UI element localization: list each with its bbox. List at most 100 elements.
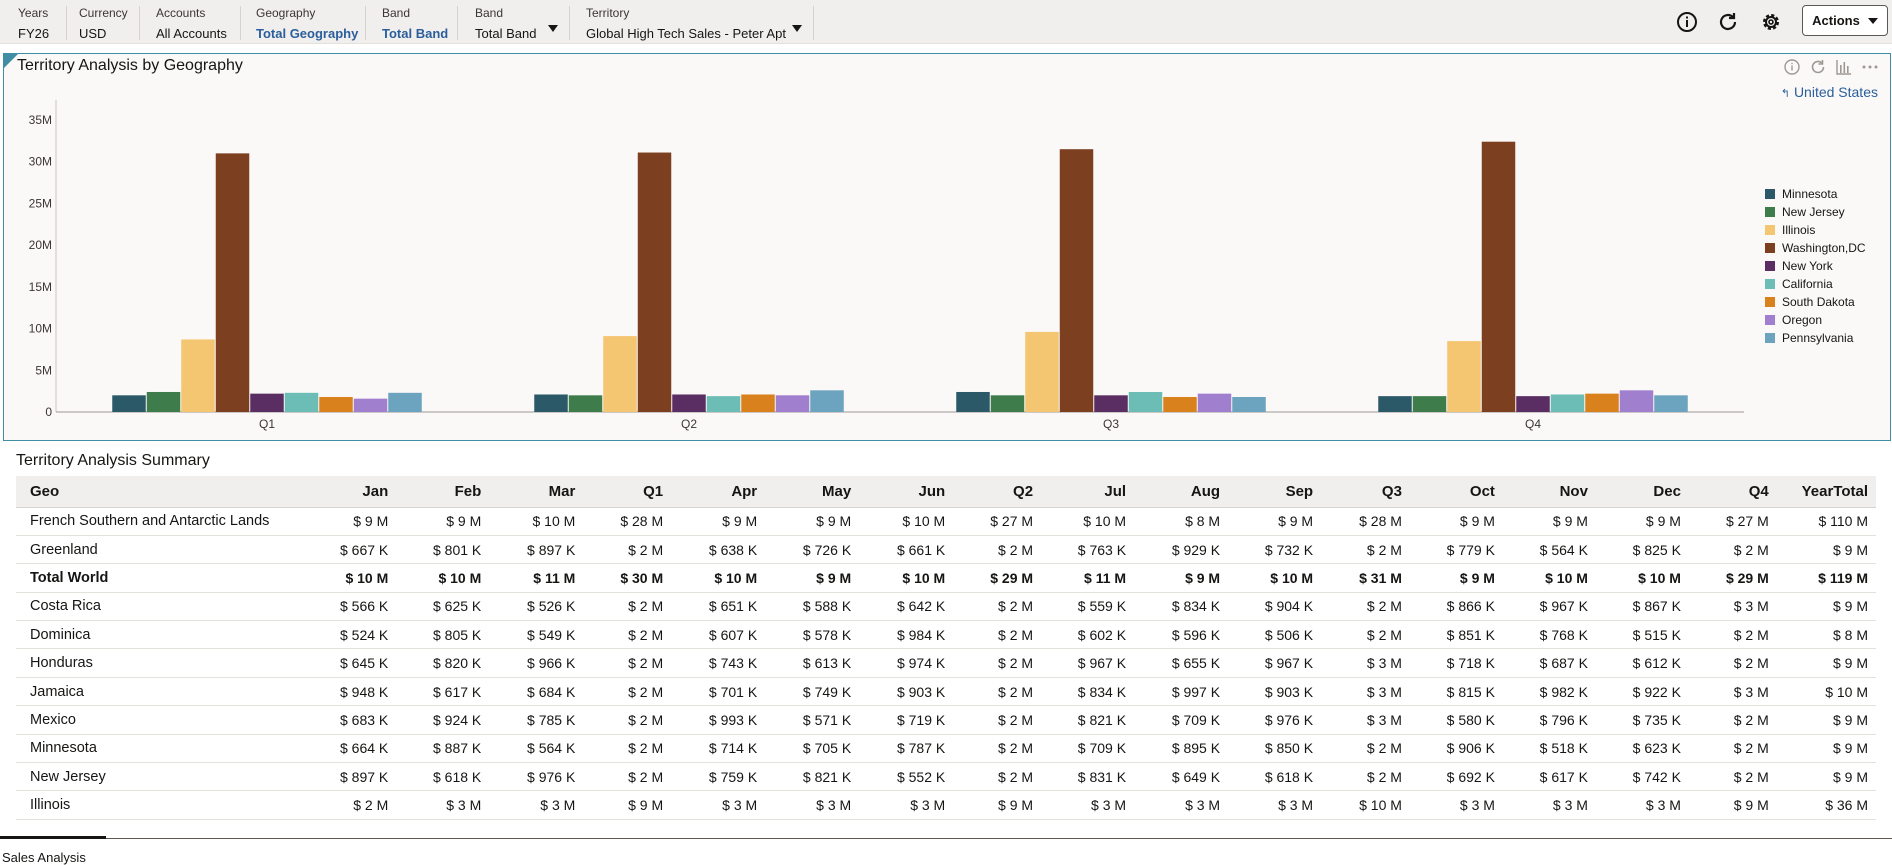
data-cell[interactable]: $ 815 K bbox=[1409, 677, 1503, 707]
data-cell[interactable]: $ 552 K bbox=[859, 762, 954, 792]
data-cell[interactable]: $ 966 K bbox=[489, 648, 584, 678]
data-cell[interactable]: $ 929 K bbox=[1134, 535, 1229, 565]
data-cell[interactable]: $ 9 M bbox=[1688, 790, 1777, 820]
data-cell[interactable]: $ 612 K bbox=[1595, 648, 1689, 678]
data-cell[interactable]: $ 3 M bbox=[1134, 790, 1229, 820]
data-cell[interactable]: $ 924 K bbox=[396, 705, 490, 735]
data-cell[interactable]: $ 9 M bbox=[765, 507, 860, 536]
column-header-oct[interactable]: Oct bbox=[1409, 476, 1503, 508]
data-cell[interactable]: $ 10 M bbox=[671, 563, 766, 593]
data-cell[interactable]: $ 9 M bbox=[583, 790, 672, 820]
data-cell[interactable]: $ 2 M bbox=[953, 648, 1042, 678]
data-cell[interactable]: $ 3 M bbox=[1595, 790, 1689, 820]
data-cell[interactable]: $ 851 K bbox=[1409, 620, 1503, 650]
data-cell[interactable]: $ 993 K bbox=[671, 705, 766, 735]
data-cell[interactable]: $ 10 M bbox=[1776, 677, 1876, 707]
data-cell[interactable]: $ 110 M bbox=[1776, 507, 1876, 536]
data-cell[interactable]: $ 549 K bbox=[489, 620, 584, 650]
data-cell[interactable]: $ 578 K bbox=[765, 620, 860, 650]
data-cell[interactable]: $ 897 K bbox=[295, 762, 397, 792]
data-cell[interactable]: $ 2 M bbox=[1688, 535, 1777, 565]
data-cell[interactable]: $ 2 M bbox=[583, 705, 672, 735]
data-cell[interactable]: $ 3 M bbox=[765, 790, 860, 820]
data-cell[interactable]: $ 9 M bbox=[1776, 648, 1876, 678]
data-cell[interactable]: $ 2 M bbox=[953, 620, 1042, 650]
data-cell[interactable]: $ 974 K bbox=[859, 648, 954, 678]
data-cell[interactable]: $ 3 M bbox=[1228, 790, 1322, 820]
data-cell[interactable]: $ 805 K bbox=[396, 620, 490, 650]
data-cell[interactable]: $ 9 M bbox=[1595, 507, 1689, 536]
data-cell[interactable]: $ 897 K bbox=[489, 535, 584, 565]
data-cell[interactable]: $ 642 K bbox=[859, 592, 954, 622]
data-cell[interactable]: $ 3 M bbox=[1688, 677, 1777, 707]
drill-up-link[interactable]: ↰ United States bbox=[1781, 84, 1878, 100]
data-cell[interactable]: $ 664 K bbox=[295, 734, 397, 764]
row-member-label[interactable]: Honduras bbox=[16, 648, 295, 678]
data-cell[interactable]: $ 906 K bbox=[1409, 734, 1503, 764]
data-cell[interactable]: $ 2 M bbox=[295, 790, 397, 820]
data-cell[interactable]: $ 718 K bbox=[1409, 648, 1503, 678]
data-cell[interactable]: $ 36 M bbox=[1776, 790, 1876, 820]
data-cell[interactable]: $ 9 M bbox=[1776, 734, 1876, 764]
data-cell[interactable]: $ 651 K bbox=[671, 592, 766, 622]
column-header-yeartotal[interactable]: YearTotal bbox=[1776, 476, 1876, 508]
data-cell[interactable]: $ 967 K bbox=[1228, 648, 1322, 678]
data-cell[interactable]: $ 11 M bbox=[489, 563, 584, 593]
data-cell[interactable]: $ 2 M bbox=[1688, 620, 1777, 650]
data-cell[interactable]: $ 618 K bbox=[396, 762, 490, 792]
data-cell[interactable]: $ 559 K bbox=[1041, 592, 1135, 622]
data-cell[interactable]: $ 645 K bbox=[295, 648, 397, 678]
column-header-q2[interactable]: Q2 bbox=[953, 476, 1042, 508]
data-cell[interactable]: $ 10 M bbox=[859, 563, 954, 593]
data-cell[interactable]: $ 735 K bbox=[1595, 705, 1689, 735]
data-cell[interactable]: $ 649 K bbox=[1134, 762, 1229, 792]
more-icon[interactable] bbox=[1860, 57, 1880, 77]
data-cell[interactable]: $ 10 M bbox=[859, 507, 954, 536]
column-header-feb[interactable]: Feb bbox=[396, 476, 490, 508]
data-cell[interactable]: $ 719 K bbox=[859, 705, 954, 735]
data-cell[interactable]: $ 667 K bbox=[295, 535, 397, 565]
data-cell[interactable]: $ 8 M bbox=[1134, 507, 1229, 536]
legend-item[interactable]: Minnesota bbox=[1765, 185, 1866, 203]
data-cell[interactable]: $ 759 K bbox=[671, 762, 766, 792]
info-icon[interactable] bbox=[1782, 57, 1802, 77]
data-cell[interactable]: $ 588 K bbox=[765, 592, 860, 622]
row-member-label[interactable]: Total World bbox=[16, 563, 295, 593]
data-cell[interactable]: $ 2 M bbox=[1321, 762, 1410, 792]
data-cell[interactable]: $ 617 K bbox=[396, 677, 490, 707]
data-cell[interactable]: $ 976 K bbox=[489, 762, 584, 792]
data-cell[interactable]: $ 29 M bbox=[1688, 563, 1777, 593]
data-cell[interactable]: $ 2 M bbox=[953, 762, 1042, 792]
data-cell[interactable]: $ 9 M bbox=[1502, 507, 1596, 536]
data-cell[interactable]: $ 701 K bbox=[671, 677, 766, 707]
data-cell[interactable]: $ 623 K bbox=[1595, 734, 1689, 764]
pov-years[interactable]: Years FY26 bbox=[18, 6, 49, 41]
data-cell[interactable]: $ 9 M bbox=[1228, 507, 1322, 536]
data-cell[interactable]: $ 2 M bbox=[953, 705, 1042, 735]
data-cell[interactable]: $ 625 K bbox=[396, 592, 490, 622]
data-cell[interactable]: $ 976 K bbox=[1228, 705, 1322, 735]
legend-item[interactable]: California bbox=[1765, 275, 1866, 293]
data-cell[interactable]: $ 768 K bbox=[1502, 620, 1596, 650]
data-cell[interactable]: $ 617 K bbox=[1502, 762, 1596, 792]
data-cell[interactable]: $ 515 K bbox=[1595, 620, 1689, 650]
data-cell[interactable]: $ 3 M bbox=[1321, 677, 1410, 707]
data-cell[interactable]: $ 922 K bbox=[1595, 677, 1689, 707]
data-cell[interactable]: $ 10 M bbox=[1502, 563, 1596, 593]
data-cell[interactable]: $ 895 K bbox=[1134, 734, 1229, 764]
data-cell[interactable]: $ 825 K bbox=[1595, 535, 1689, 565]
data-cell[interactable]: $ 2 M bbox=[1688, 762, 1777, 792]
data-cell[interactable]: $ 982 K bbox=[1502, 677, 1596, 707]
pov-value[interactable]: USD bbox=[79, 26, 107, 41]
data-cell[interactable]: $ 3 M bbox=[489, 790, 584, 820]
data-cell[interactable]: $ 9 M bbox=[1409, 507, 1503, 536]
column-header-nov[interactable]: Nov bbox=[1502, 476, 1596, 508]
data-cell[interactable]: $ 3 M bbox=[1041, 790, 1135, 820]
settings-icon[interactable] bbox=[1759, 10, 1783, 34]
data-cell[interactable]: $ 2 M bbox=[583, 592, 672, 622]
data-cell[interactable]: $ 801 K bbox=[396, 535, 490, 565]
column-header-jun[interactable]: Jun bbox=[859, 476, 954, 508]
data-cell[interactable]: $ 749 K bbox=[765, 677, 860, 707]
data-cell[interactable]: $ 903 K bbox=[1228, 677, 1322, 707]
data-cell[interactable]: $ 30 M bbox=[583, 563, 672, 593]
